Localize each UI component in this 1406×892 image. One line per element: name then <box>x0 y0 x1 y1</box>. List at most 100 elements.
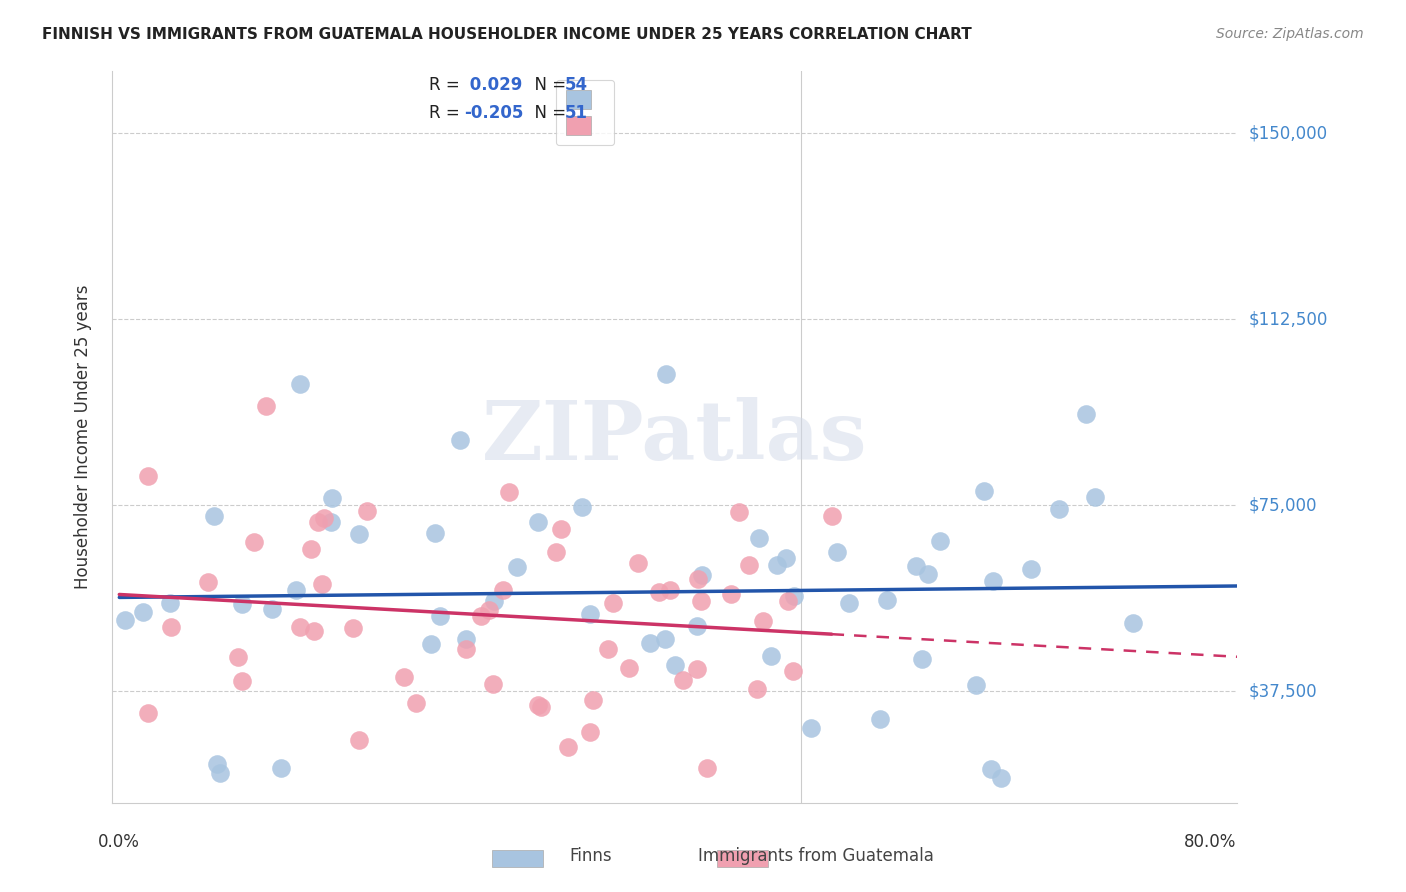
Point <box>869 712 891 726</box>
Point <box>1074 407 1097 421</box>
Point <box>1084 490 1107 504</box>
Point <box>429 609 451 624</box>
Point <box>314 510 336 524</box>
Point <box>254 399 277 413</box>
Point <box>136 468 159 483</box>
Point <box>654 367 676 381</box>
Point <box>392 670 415 684</box>
Point <box>243 535 266 549</box>
Point <box>647 585 669 599</box>
Point <box>876 592 898 607</box>
Text: 51: 51 <box>565 104 588 122</box>
Point <box>342 621 364 635</box>
Point <box>299 541 322 556</box>
Point <box>904 559 927 574</box>
Point <box>973 483 995 498</box>
Bar <box>492 849 543 867</box>
Point <box>347 732 370 747</box>
Point <box>782 665 804 679</box>
Point <box>751 614 773 628</box>
Point <box>686 619 709 633</box>
Point <box>231 597 253 611</box>
Point <box>1019 562 1042 576</box>
Point <box>270 761 292 775</box>
Point <box>205 756 228 771</box>
Point <box>302 624 325 639</box>
Point <box>419 637 441 651</box>
Point <box>290 376 312 391</box>
Text: N =: N = <box>524 104 572 122</box>
Point <box>356 504 378 518</box>
Point <box>527 698 550 713</box>
Point <box>526 515 548 529</box>
Point <box>727 505 749 519</box>
Text: 0.029: 0.029 <box>464 76 523 94</box>
Point <box>470 608 492 623</box>
Point <box>1122 615 1144 630</box>
Point <box>284 582 307 597</box>
Point <box>688 572 710 586</box>
Point <box>1049 502 1071 516</box>
Point <box>761 648 783 663</box>
Point <box>557 740 579 755</box>
Point <box>550 522 572 536</box>
Point <box>226 650 249 665</box>
Point <box>738 558 761 572</box>
Point <box>720 587 742 601</box>
Point <box>765 558 787 573</box>
Point <box>159 596 181 610</box>
Point <box>638 635 661 649</box>
Point <box>349 526 371 541</box>
Point <box>659 583 682 598</box>
Text: $37,500: $37,500 <box>1249 682 1317 700</box>
Point <box>114 613 136 627</box>
Point <box>204 509 226 524</box>
Point <box>747 681 769 696</box>
Point <box>405 696 427 710</box>
Point <box>820 509 842 524</box>
Point <box>965 678 987 692</box>
Point <box>454 642 477 657</box>
Point <box>530 699 553 714</box>
Point <box>690 593 713 607</box>
Bar <box>717 849 768 867</box>
Point <box>288 620 311 634</box>
Text: 0.0%: 0.0% <box>98 833 141 851</box>
Point <box>928 534 950 549</box>
Text: R =: R = <box>429 104 465 122</box>
Point <box>582 693 605 707</box>
Point <box>506 560 529 574</box>
Point <box>131 605 153 619</box>
Point <box>208 765 231 780</box>
Point <box>319 515 342 529</box>
Point <box>231 673 253 688</box>
Point <box>449 434 471 448</box>
Point <box>696 761 718 775</box>
Point <box>917 566 939 581</box>
Point <box>838 596 860 610</box>
Point <box>825 544 848 558</box>
Text: Finns: Finns <box>569 847 612 865</box>
Text: N =: N = <box>524 76 572 94</box>
Text: 54: 54 <box>565 76 588 94</box>
Text: Source: ZipAtlas.com: Source: ZipAtlas.com <box>1216 27 1364 41</box>
Point <box>136 706 159 720</box>
Point <box>596 641 619 656</box>
Point <box>981 574 1004 588</box>
Point <box>579 607 602 622</box>
Point <box>686 662 709 676</box>
Point <box>990 771 1012 785</box>
Point <box>782 589 804 603</box>
Text: $75,000: $75,000 <box>1249 496 1317 515</box>
Point <box>911 652 934 666</box>
Point <box>478 602 501 616</box>
Point <box>776 593 799 607</box>
Point <box>311 577 333 591</box>
Point <box>498 484 520 499</box>
Text: R =: R = <box>429 76 465 94</box>
Point <box>627 557 650 571</box>
Point <box>672 673 695 688</box>
Point <box>482 677 505 691</box>
Text: FINNISH VS IMMIGRANTS FROM GUATEMALA HOUSEHOLDER INCOME UNDER 25 YEARS CORRELATI: FINNISH VS IMMIGRANTS FROM GUATEMALA HOU… <box>42 27 972 42</box>
Text: Immigrants from Guatemala: Immigrants from Guatemala <box>697 847 934 865</box>
